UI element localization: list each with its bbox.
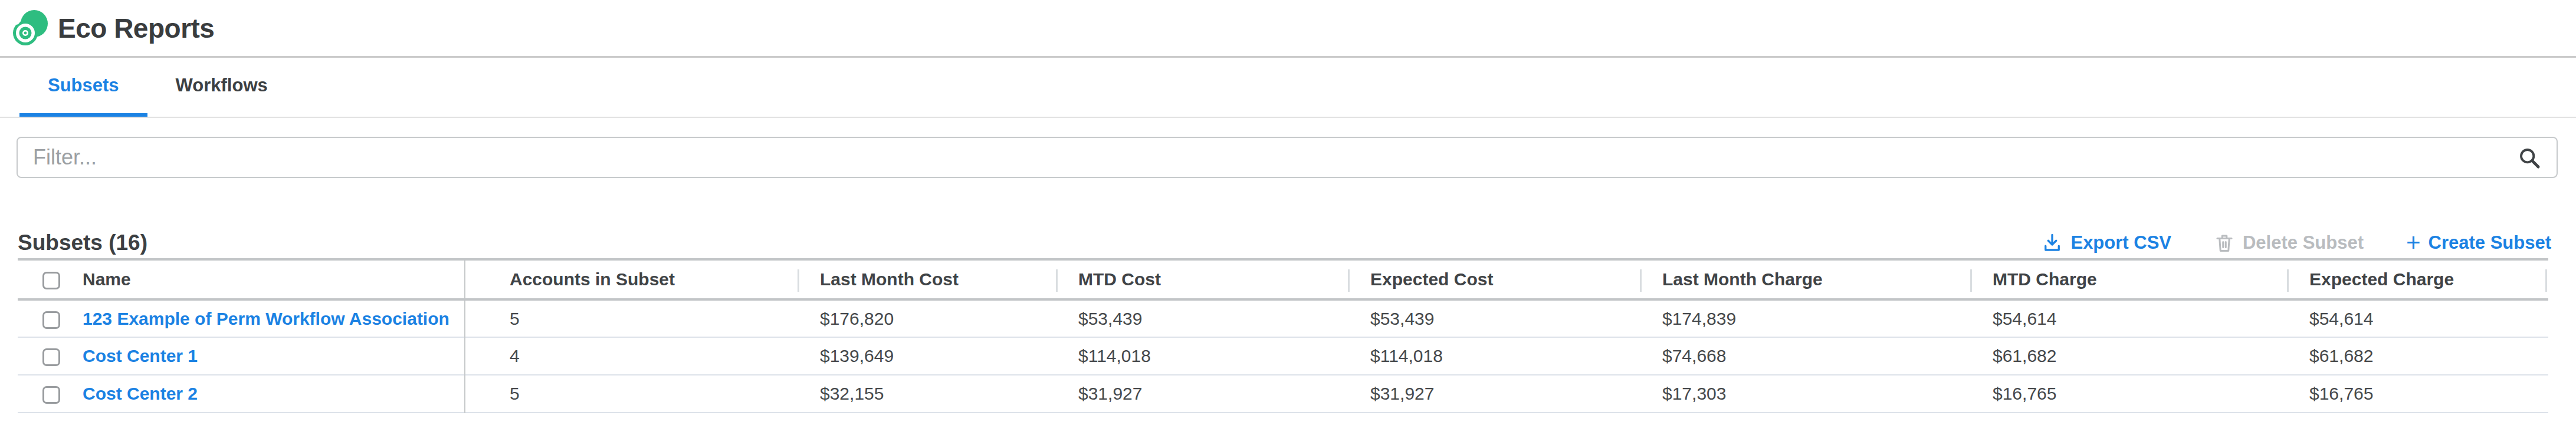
create-subset-label: Create Subset <box>2429 232 2551 253</box>
column-header-accounts[interactable]: Accounts in Subset <box>465 259 798 299</box>
column-header-expected-cost[interactable]: Expected Cost <box>1348 259 1640 299</box>
delete-subset-button[interactable]: Delete Subset <box>2214 232 2364 253</box>
page-title: Eco Reports <box>58 12 214 44</box>
subsets-toolbar: Subsets (16) Export CSV Delete Subset + … <box>0 229 2576 257</box>
toolbar-actions: Export CSV Delete Subset + Create Subset <box>2042 232 2551 253</box>
tab-workflows[interactable]: Workflows <box>147 58 296 117</box>
expected-charge-cell: $16,765 <box>2287 375 2548 413</box>
last-month-charge-cell: $74,668 <box>1640 337 1970 375</box>
create-subset-button[interactable]: + Create Subset <box>2406 232 2551 253</box>
last-month-charge-cell: $17,303 <box>1640 375 1970 413</box>
search-icon[interactable] <box>2518 146 2541 170</box>
app-header: Eco Reports <box>0 0 2576 58</box>
mtd-cost-cell: $53,439 <box>1056 299 1348 337</box>
subset-name-link[interactable]: 123 Example of Perm Workflow Association <box>83 309 449 328</box>
table-row: Cost Center 2 5 $32,155 $31,927 $31,927 … <box>18 375 2548 413</box>
column-header-mtd-charge[interactable]: MTD Charge <box>1970 259 2287 299</box>
table-body: 123 Example of Perm Workflow Association… <box>18 299 2548 413</box>
tab-subsets[interactable]: Subsets <box>19 58 147 117</box>
subsets-count-heading: Subsets (16) <box>18 230 147 255</box>
last-month-cost-cell: $32,155 <box>798 375 1056 413</box>
table-header-row: Name Accounts in Subset Last Month Cost … <box>18 259 2548 299</box>
tab-bar: Subsets Workflows <box>0 58 2576 118</box>
mtd-cost-cell: $31,927 <box>1056 375 1348 413</box>
expected-charge-cell: $54,614 <box>2287 299 2548 337</box>
last-month-cost-cell: $176,820 <box>798 299 1056 337</box>
subsets-table: Name Accounts in Subset Last Month Cost … <box>18 258 2576 413</box>
accounts-in-subset-cell: 5 <box>465 299 798 337</box>
download-icon <box>2042 232 2063 253</box>
expected-cost-cell: $53,439 <box>1348 299 1640 337</box>
expected-cost-cell: $114,018 <box>1348 337 1640 375</box>
column-header-expected-charge[interactable]: Expected Charge <box>2287 259 2548 299</box>
row-checkbox[interactable] <box>42 386 60 404</box>
mtd-charge-cell: $16,765 <box>1970 375 2287 413</box>
row-checkbox[interactable] <box>42 348 60 366</box>
filter-bar <box>17 137 2558 178</box>
select-all-checkbox[interactable] <box>42 272 60 289</box>
expected-cost-cell: $31,927 <box>1348 375 1640 413</box>
export-csv-button[interactable]: Export CSV <box>2042 232 2171 253</box>
column-header-name[interactable]: Name <box>71 259 465 299</box>
plus-icon: + <box>2406 232 2421 253</box>
row-checkbox[interactable] <box>42 311 60 329</box>
export-csv-label: Export CSV <box>2070 232 2171 253</box>
mtd-charge-cell: $61,682 <box>1970 337 2287 375</box>
table-row: 123 Example of Perm Workflow Association… <box>18 299 2548 337</box>
column-header-last-month-cost[interactable]: Last Month Cost <box>798 259 1056 299</box>
trash-icon <box>2214 232 2235 253</box>
last-month-charge-cell: $174,839 <box>1640 299 1970 337</box>
table-row: Cost Center 1 4 $139,649 $114,018 $114,0… <box>18 337 2548 375</box>
delete-subset-label: Delete Subset <box>2243 232 2364 253</box>
last-month-cost-cell: $139,649 <box>798 337 1056 375</box>
accounts-in-subset-cell: 4 <box>465 337 798 375</box>
filter-input[interactable] <box>17 137 2558 178</box>
column-header-last-month-charge[interactable]: Last Month Charge <box>1640 259 1970 299</box>
column-header-mtd-cost[interactable]: MTD Cost <box>1056 259 1348 299</box>
mtd-charge-cell: $54,614 <box>1970 299 2287 337</box>
expected-charge-cell: $61,682 <box>2287 337 2548 375</box>
eco-logo-icon <box>11 9 48 47</box>
subset-name-link[interactable]: Cost Center 1 <box>83 346 198 365</box>
accounts-in-subset-cell: 5 <box>465 375 798 413</box>
mtd-cost-cell: $114,018 <box>1056 337 1348 375</box>
subset-name-link[interactable]: Cost Center 2 <box>83 384 198 403</box>
